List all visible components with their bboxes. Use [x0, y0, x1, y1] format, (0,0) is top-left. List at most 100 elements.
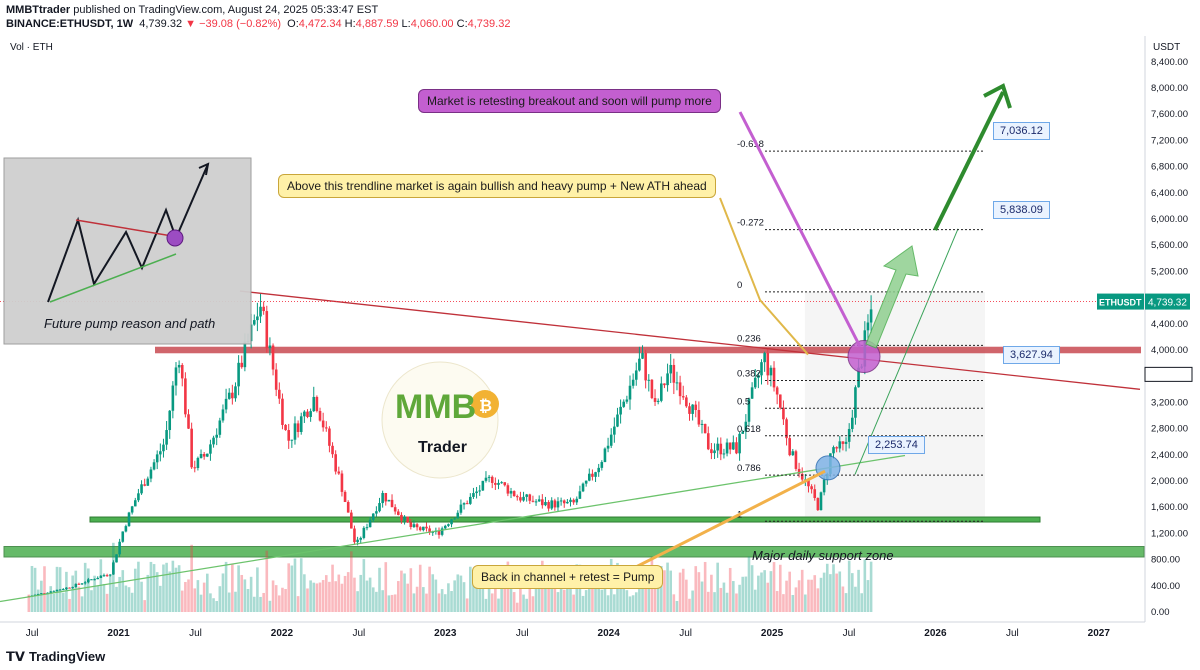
y-tick-label: 6,400.00 [1151, 188, 1188, 199]
x-tick-label: Jul [843, 628, 856, 639]
candle-body [465, 503, 469, 505]
candle-body [688, 406, 691, 414]
candle-body [566, 501, 569, 504]
candle-body [268, 345, 272, 349]
volume-bar [49, 586, 53, 612]
volume-bar [246, 589, 250, 612]
volume-bar [566, 572, 569, 612]
volume-bar [807, 579, 810, 612]
candle-body [196, 457, 200, 468]
volume-bar [666, 562, 669, 612]
volume-bar [90, 590, 93, 612]
candle-body [750, 387, 754, 399]
candle-body [359, 537, 363, 540]
candle-body [591, 473, 594, 477]
volume-bar [234, 591, 237, 612]
high-value: 4,887.59 [355, 18, 399, 30]
candle-body [180, 364, 184, 379]
candle-body [118, 541, 121, 555]
y-tick-label: 7,200.00 [1151, 135, 1188, 146]
volume-bar [613, 594, 616, 612]
candle-body [393, 507, 397, 512]
candle-body [193, 467, 197, 469]
candle-body [813, 489, 817, 498]
candle-body [422, 526, 425, 531]
candle-body [719, 443, 723, 455]
volume-bar [77, 586, 81, 612]
volume-bar [816, 588, 820, 612]
candle-body [378, 503, 381, 512]
volume-bar [597, 579, 600, 612]
candle-body [231, 392, 234, 399]
candle-body [484, 477, 488, 481]
candle-body [234, 386, 237, 399]
volume-bar [212, 598, 215, 612]
y-tick-label: 4,400.00 [1151, 319, 1188, 330]
volume-bar [221, 573, 225, 612]
candle-body [700, 423, 704, 425]
candle-body [124, 526, 128, 532]
volume-bar [760, 572, 763, 612]
volume-bar [641, 578, 644, 612]
volume-bar [162, 564, 165, 612]
candle-body [140, 484, 143, 494]
candle-body [575, 498, 579, 503]
volume-bar [591, 582, 594, 612]
volume-bar [763, 570, 766, 612]
fib-level-label: 0.5 [737, 396, 750, 407]
candle-body [425, 526, 428, 529]
symbol-line: BINANCE:ETHUSDT, 1W 4,739.32 ▼ −39.08 (−… [6, 18, 511, 30]
y-tick-label: 8,400.00 [1151, 57, 1188, 68]
volume-bar [262, 592, 265, 612]
volume-bar [431, 574, 435, 612]
price-box-5838: 5,838.09 [993, 201, 1050, 219]
volume-bar [700, 581, 704, 612]
price-tag-label: 4,739.32 [1148, 298, 1187, 309]
candle-body [506, 485, 510, 494]
y-tick-label: 3,200.00 [1151, 397, 1188, 408]
tradingview-logo[interactable]: 𝗧𝗩 TradingView [6, 649, 105, 665]
volume-bar [469, 566, 472, 612]
candle-body [587, 473, 591, 481]
candle-body [609, 434, 613, 446]
candle-body [559, 500, 563, 502]
candle-body [303, 411, 306, 417]
volume-bar [735, 593, 738, 612]
volume-bar [562, 589, 566, 612]
volume-bar [769, 571, 773, 612]
candle-body [87, 579, 90, 583]
inset-bg [3, 157, 252, 345]
candle-body [177, 364, 181, 368]
volume-bar [663, 570, 666, 612]
future-path-inset [3, 157, 252, 345]
inset-arrow-head [198, 162, 210, 176]
volume-bar [58, 567, 62, 612]
volume-bar [171, 560, 175, 612]
volume-bar [418, 564, 422, 612]
price-box-2253: 2,253.74 [868, 436, 925, 454]
volume-bar [584, 590, 588, 612]
candle-body [660, 383, 663, 401]
volume-bar [93, 575, 96, 612]
volume-bar [628, 596, 632, 612]
candle-body [102, 575, 106, 577]
candle-body [647, 379, 651, 381]
candle-body [387, 499, 391, 502]
candle-body [500, 482, 503, 484]
volume-bar [757, 575, 760, 612]
candle-body [669, 364, 673, 374]
volume-bar [105, 593, 109, 612]
resistance-zone [155, 346, 1141, 354]
open-value: 4,472.34 [298, 18, 342, 30]
volume-bar [296, 596, 300, 612]
volume-label: Vol · ETH [10, 42, 53, 53]
candle-body [356, 539, 359, 543]
volume-bar [600, 589, 604, 612]
volume-bar [422, 587, 425, 612]
candle-body [403, 516, 406, 521]
candle-body [428, 528, 431, 533]
candle-body [694, 404, 698, 411]
volume-bar [227, 592, 231, 612]
candle-body [490, 476, 494, 483]
candle-body [716, 443, 719, 451]
